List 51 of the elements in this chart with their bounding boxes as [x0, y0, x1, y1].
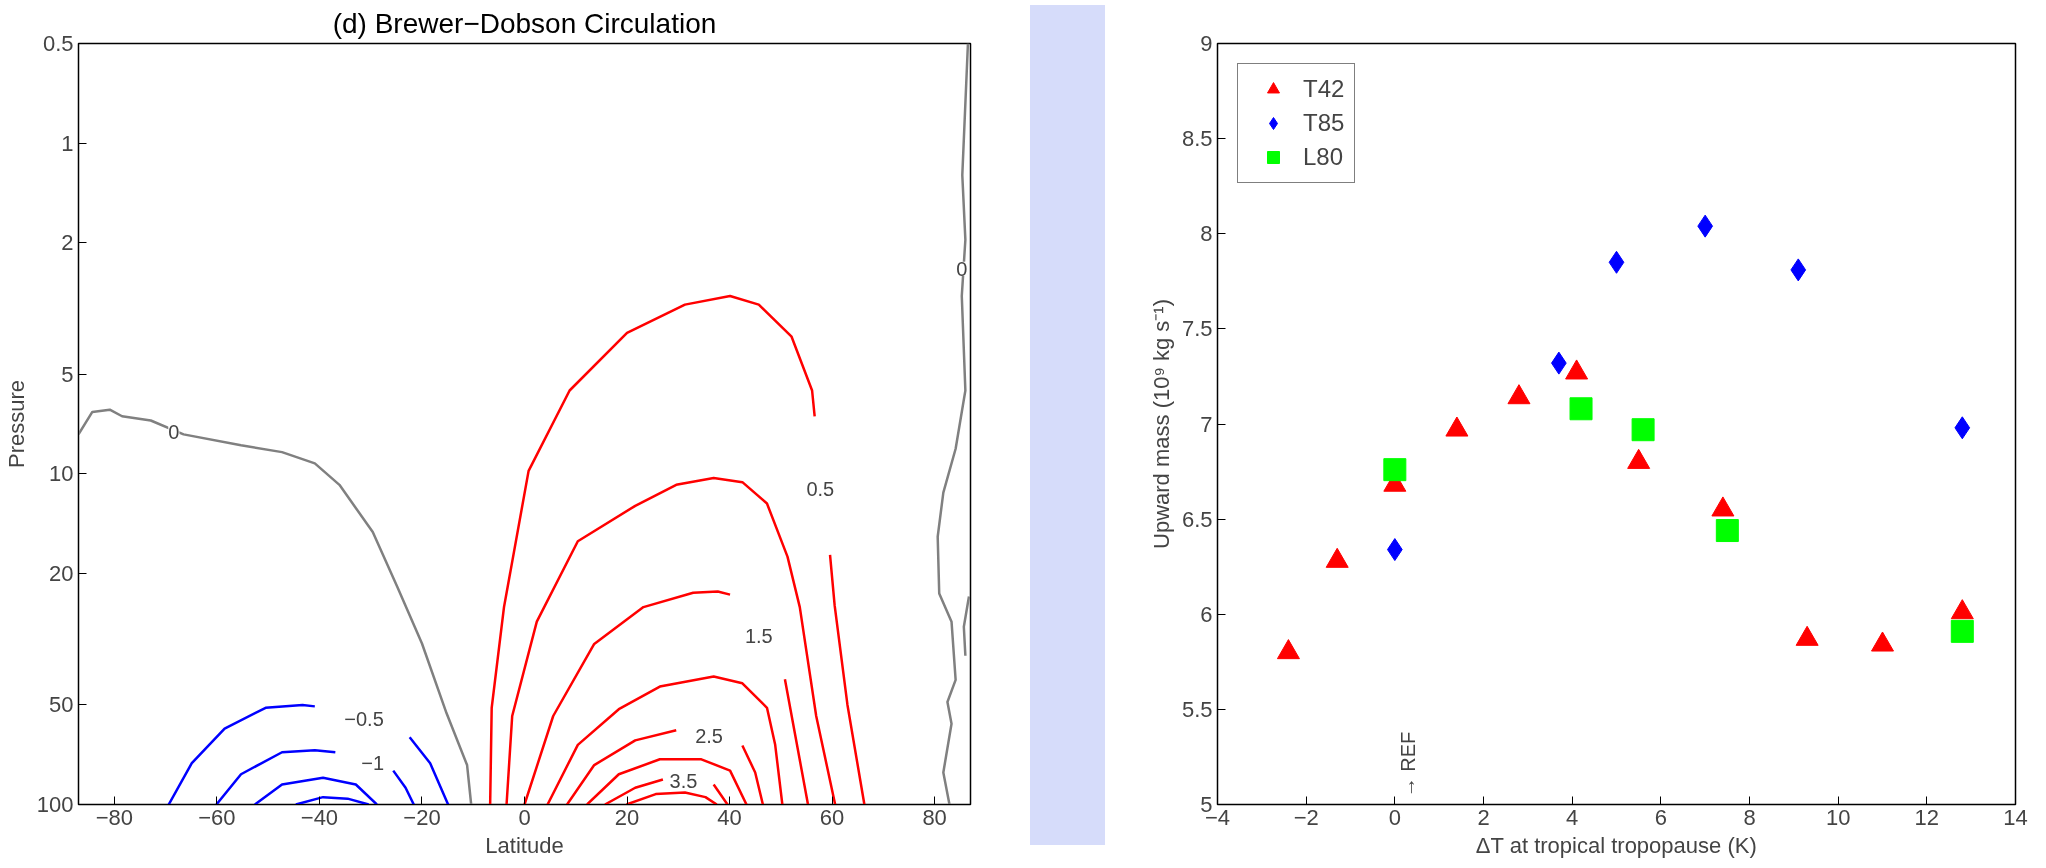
x-tick-label: 0	[518, 804, 531, 830]
x-tick-label: 8	[1743, 804, 1756, 830]
x-tick-label: −80	[95, 804, 134, 830]
x-tick-label: 80	[922, 804, 947, 830]
y-tick-label: 2	[61, 230, 74, 256]
annotation: → REF	[1396, 731, 1419, 798]
x-tick-label: 10	[1825, 804, 1851, 830]
annotation: 0.5	[806, 477, 835, 500]
y-tick-label: 50	[49, 692, 74, 718]
y-axis-title: Upward mass (10⁹ kg s⁻¹)	[1148, 299, 1174, 549]
y-tick-label: 5	[61, 361, 74, 387]
x-axis-title: Latitude	[485, 832, 564, 858]
y-tick-label: 0.5	[42, 31, 74, 56]
legend-label: T85	[1303, 109, 1345, 137]
y-tick-label: 9	[1200, 31, 1213, 56]
x-tick-label: 14	[2003, 804, 2028, 830]
x-tick-label: 4	[1566, 804, 1579, 830]
x-tick-label: 2	[1477, 804, 1490, 830]
x-tick-label: −40	[300, 804, 339, 830]
y-tick-label: 5.5	[1181, 696, 1213, 722]
x-axis-title: ΔT at tropical tropopause (K)	[1475, 832, 1757, 858]
y-tick-label: 8.5	[1181, 126, 1213, 152]
x-tick-label: 20	[614, 804, 640, 830]
y-tick-label: 6	[1200, 601, 1213, 627]
x-tick-label: 6	[1654, 804, 1667, 830]
x-tick-label: 40	[717, 804, 742, 830]
x-tick-label: −60	[198, 804, 236, 830]
y-tick-label: 7	[1200, 411, 1213, 437]
y-tick-label: 6.5	[1181, 506, 1213, 532]
y-tick-label: 8	[1200, 221, 1213, 247]
x-tick-label: −2	[1293, 804, 1319, 830]
annotation: 3.5	[669, 770, 698, 793]
y-tick-label: 100	[36, 792, 74, 817]
annotation: 2.5	[695, 724, 723, 747]
y-tick-label: 10	[49, 461, 74, 487]
chart-title: (d) Brewer−Dobson Circulation	[332, 7, 717, 39]
x-tick-label: 60	[819, 804, 845, 830]
y-axis-title: Pressure	[3, 379, 29, 469]
legend-label: L80	[1303, 143, 1344, 171]
y-tick-label: 20	[49, 560, 74, 586]
y-tick-label: 7.5	[1181, 316, 1213, 342]
x-tick-label: 0	[1388, 804, 1401, 830]
annotation: −1	[361, 752, 385, 775]
x-tick-label: 12	[1914, 804, 1940, 830]
annotation: −0.5	[344, 707, 384, 730]
x-tick-label: −20	[403, 804, 441, 830]
annotation: 0	[168, 421, 180, 444]
annotation: 0	[956, 257, 968, 280]
annotation: 1.5	[744, 625, 773, 648]
y-tick-label: 1	[61, 130, 74, 156]
legend-label: T42	[1303, 75, 1345, 103]
